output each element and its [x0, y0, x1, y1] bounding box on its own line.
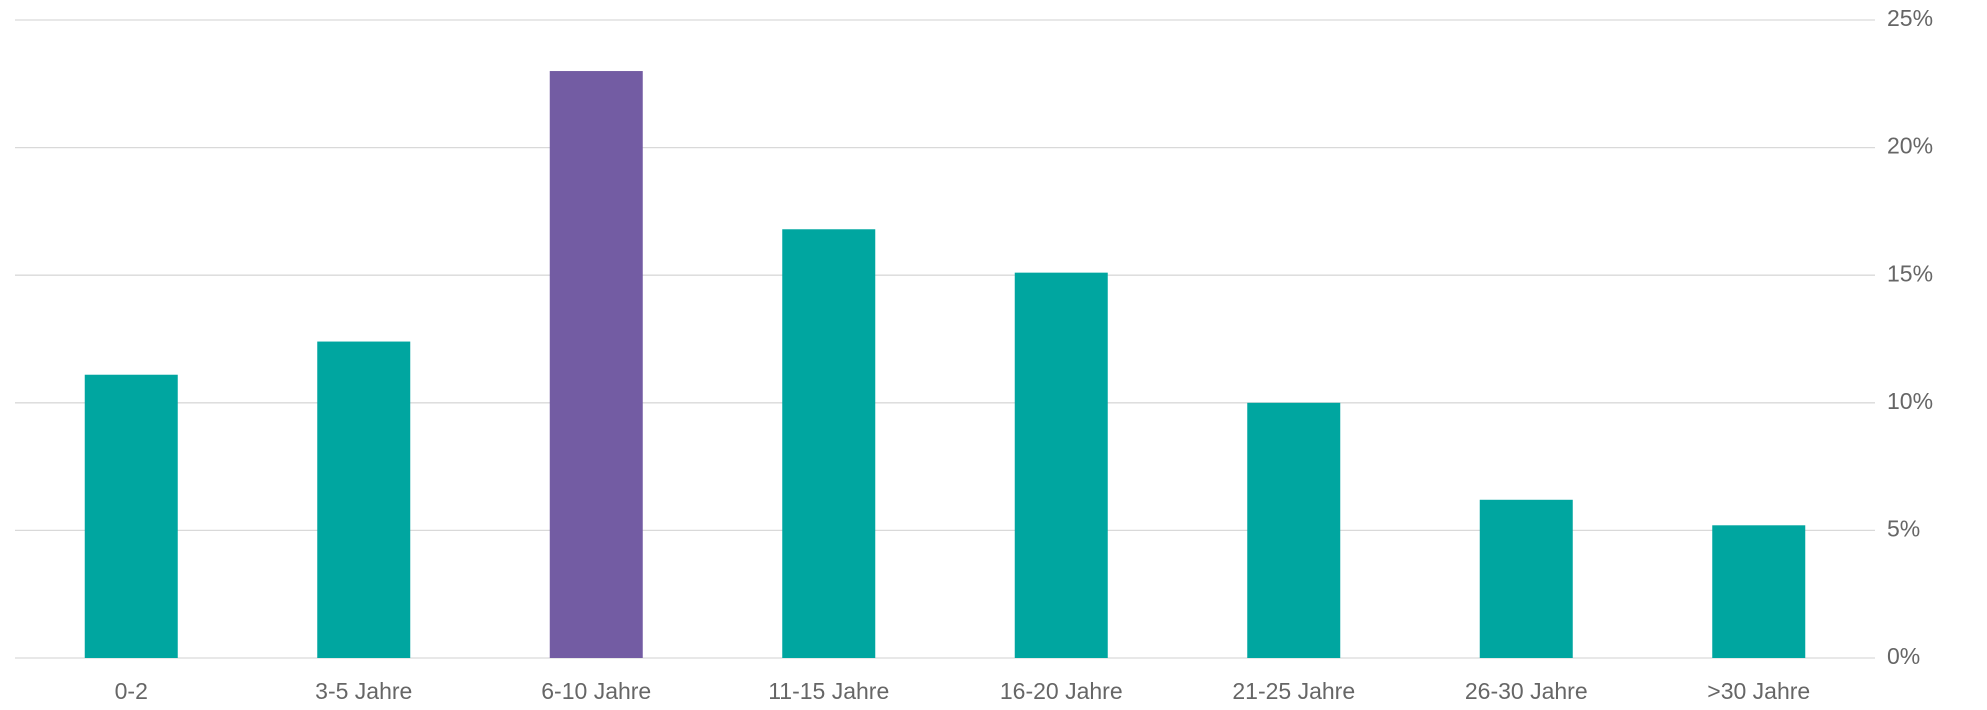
x-tick-label: 16-20 Jahre	[1000, 678, 1123, 704]
x-tick-label: 3-5 Jahre	[315, 678, 412, 704]
bar	[1247, 402, 1341, 658]
bar	[782, 229, 876, 659]
x-tick-label: 26-30 Jahre	[1465, 678, 1588, 704]
bar	[1712, 525, 1806, 658]
y-tick-label: 20%	[1887, 133, 1933, 159]
x-tick-label: >30 Jahre	[1707, 678, 1810, 704]
bar	[1479, 499, 1573, 658]
x-tick-label: 6-10 Jahre	[541, 678, 651, 704]
y-tick-label: 0%	[1887, 643, 1920, 669]
x-tick-label: 0-2	[115, 678, 148, 704]
x-tick-label: 21-25 Jahre	[1232, 678, 1355, 704]
bar	[84, 374, 178, 658]
bar	[549, 71, 643, 659]
x-tick-label: 11-15 Jahre	[768, 678, 889, 704]
y-tick-label: 25%	[1887, 5, 1933, 31]
y-tick-label: 15%	[1887, 260, 1933, 286]
bar	[317, 341, 411, 658]
bar	[1014, 272, 1108, 658]
y-tick-label: 10%	[1887, 388, 1933, 414]
y-tick-label: 5%	[1887, 515, 1920, 541]
